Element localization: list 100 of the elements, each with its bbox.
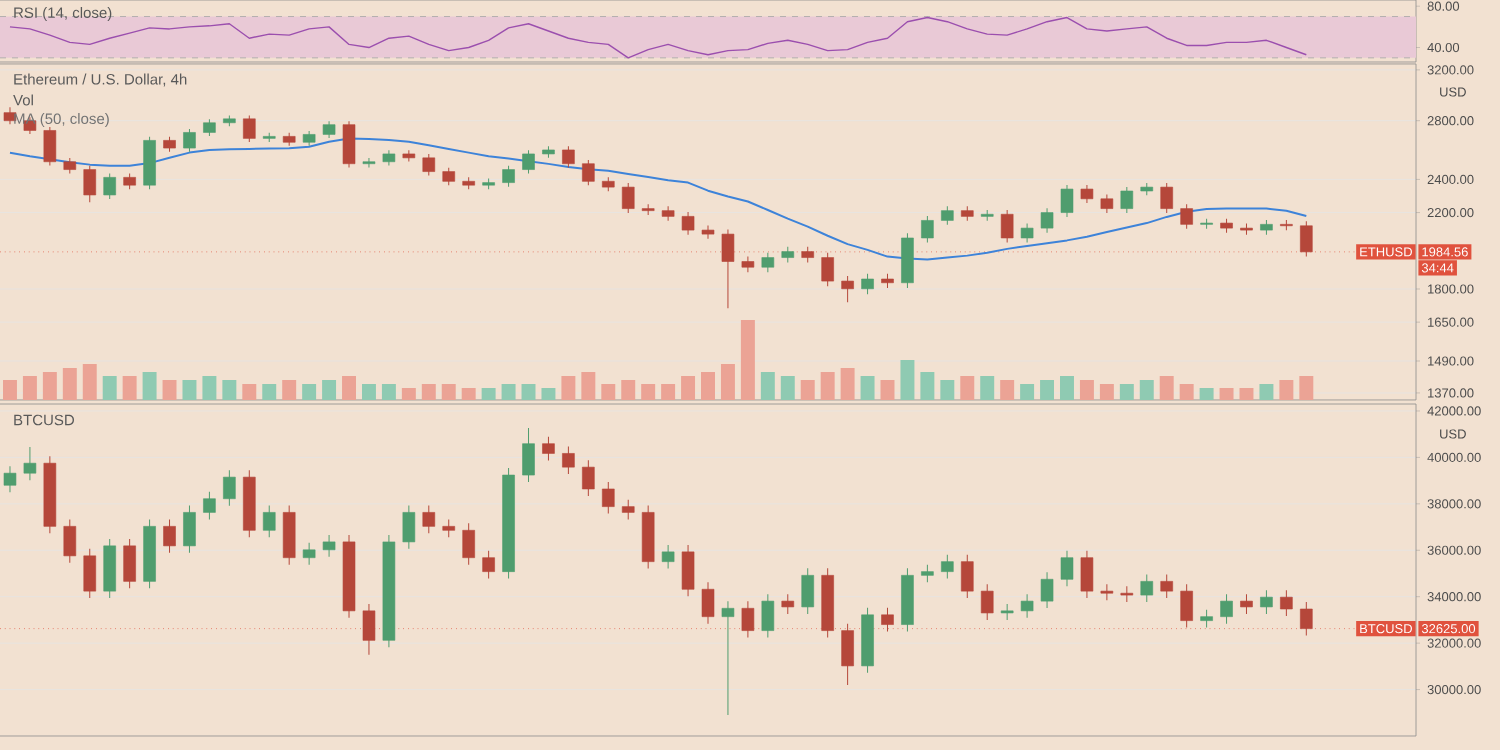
candlestick bbox=[921, 215, 934, 244]
bar bbox=[461, 388, 476, 400]
candlestick bbox=[761, 593, 775, 639]
bar bbox=[102, 376, 117, 400]
candlestick bbox=[1240, 593, 1253, 615]
candlestick bbox=[1000, 209, 1014, 244]
candlestick bbox=[941, 554, 954, 580]
candlestick bbox=[562, 145, 575, 169]
candlestick bbox=[1100, 194, 1114, 214]
candlestick bbox=[1160, 573, 1173, 599]
bar bbox=[521, 384, 536, 400]
bar bbox=[1020, 384, 1035, 400]
candlestick bbox=[302, 542, 316, 566]
bar bbox=[641, 384, 656, 400]
candlestick bbox=[382, 149, 396, 167]
bar bbox=[541, 388, 556, 400]
bar bbox=[880, 380, 895, 400]
bar bbox=[1219, 388, 1234, 400]
candlestick bbox=[362, 157, 376, 169]
candlestick bbox=[63, 518, 77, 564]
candlestick bbox=[1060, 184, 1074, 218]
candlestick bbox=[980, 583, 994, 621]
candlestick bbox=[362, 603, 376, 656]
bar bbox=[980, 376, 995, 400]
candlestick bbox=[502, 165, 515, 188]
bar bbox=[441, 384, 456, 400]
candlestick bbox=[661, 205, 675, 222]
bar bbox=[561, 376, 576, 400]
bar bbox=[22, 376, 37, 400]
bar bbox=[381, 384, 396, 400]
candlestick bbox=[163, 518, 176, 554]
bar bbox=[720, 364, 735, 400]
bar bbox=[1060, 376, 1074, 400]
candlestick bbox=[1180, 583, 1193, 629]
candlestick bbox=[1280, 589, 1293, 617]
candlestick bbox=[1120, 186, 1134, 214]
bar bbox=[581, 372, 596, 400]
bar bbox=[1279, 380, 1294, 400]
bar bbox=[501, 384, 516, 400]
bar bbox=[1079, 380, 1094, 400]
candlestick bbox=[562, 445, 575, 475]
candlestick bbox=[960, 554, 974, 599]
bar bbox=[940, 380, 955, 400]
bar bbox=[1239, 388, 1254, 400]
candlestick bbox=[203, 491, 216, 520]
candlestick bbox=[262, 504, 276, 538]
candlestick bbox=[522, 427, 535, 483]
candlestick bbox=[1060, 550, 1074, 587]
candlestick bbox=[1040, 571, 1054, 609]
candlestick bbox=[901, 232, 914, 289]
candlestick bbox=[721, 600, 735, 716]
candlestick bbox=[542, 436, 555, 461]
candlestick bbox=[741, 256, 755, 273]
candlestick bbox=[1080, 550, 1094, 599]
candlestick bbox=[721, 229, 735, 309]
candlestick bbox=[1160, 182, 1173, 214]
bar bbox=[1139, 380, 1154, 400]
bar bbox=[222, 380, 237, 400]
bar bbox=[960, 376, 975, 400]
bar bbox=[681, 376, 696, 400]
candlestick bbox=[881, 607, 894, 633]
bar bbox=[860, 376, 875, 400]
candlestick bbox=[183, 128, 196, 153]
bar bbox=[1259, 384, 1274, 400]
bar bbox=[820, 372, 835, 400]
bar bbox=[2, 380, 17, 400]
bar bbox=[900, 360, 915, 400]
bar bbox=[202, 376, 217, 400]
candlestick bbox=[482, 550, 495, 580]
candlestick bbox=[761, 252, 775, 273]
bar bbox=[401, 388, 416, 400]
candlestick bbox=[23, 446, 37, 481]
candlestick bbox=[841, 623, 854, 686]
candlestick bbox=[1140, 573, 1154, 603]
bar bbox=[282, 380, 297, 400]
candlestick bbox=[681, 544, 695, 597]
candlestick bbox=[741, 600, 755, 639]
bar bbox=[760, 372, 775, 400]
candlestick bbox=[83, 548, 97, 599]
bar bbox=[740, 320, 755, 400]
candlestick bbox=[103, 538, 116, 599]
bar bbox=[361, 384, 376, 400]
bar bbox=[1040, 380, 1055, 400]
candlestick bbox=[681, 211, 695, 236]
candlestick bbox=[602, 481, 615, 515]
bar bbox=[920, 372, 935, 400]
candlestick bbox=[821, 252, 834, 287]
candlestick bbox=[1220, 593, 1233, 625]
candlestick bbox=[243, 114, 256, 143]
candlestick bbox=[1020, 593, 1034, 619]
bar bbox=[302, 384, 317, 400]
bar bbox=[1099, 384, 1114, 400]
candlestick bbox=[1180, 203, 1193, 230]
bar bbox=[342, 376, 356, 400]
candlestick bbox=[801, 567, 814, 615]
candlestick bbox=[402, 504, 416, 550]
candlestick bbox=[3, 106, 17, 125]
bar bbox=[701, 372, 715, 400]
candlestick bbox=[1100, 583, 1114, 601]
candlestick bbox=[661, 544, 675, 570]
